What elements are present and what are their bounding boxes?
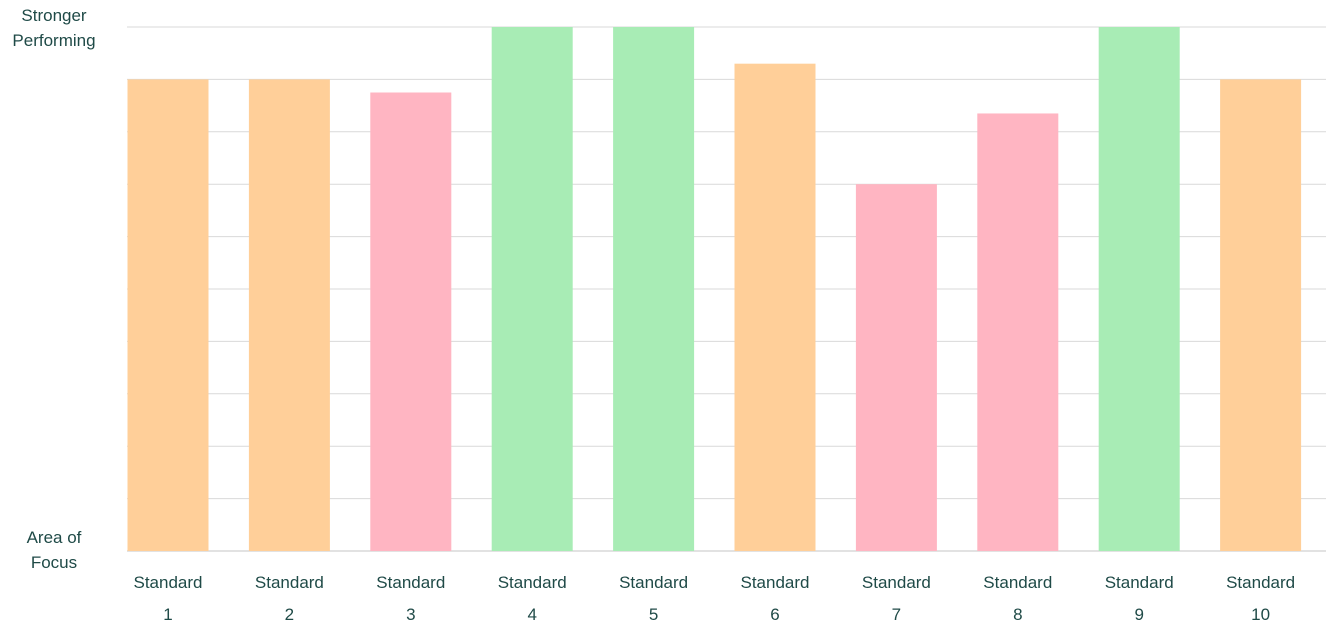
- bar-standard-3: [370, 92, 452, 551]
- y-axis-top-label-line-2: Performing: [12, 31, 96, 50]
- x-tick-label-9-line-2: 9: [1134, 605, 1143, 624]
- x-tick-label-1-line-1: Standard: [134, 573, 203, 592]
- x-tick-label-10-line-1: Standard: [1226, 573, 1295, 592]
- x-tick-label-8-line-2: 8: [1013, 605, 1022, 624]
- bar-standard-10: [1220, 79, 1302, 552]
- y-axis-bottom-label: Area of Focus: [0, 525, 108, 575]
- x-tick-label-6-line-1: Standard: [741, 573, 810, 592]
- bar-standard-9: [1098, 27, 1180, 551]
- x-tick-label-2-line-2: 2: [285, 605, 294, 624]
- bar-standard-7: [855, 184, 937, 551]
- x-tick-label-7-line-2: 7: [892, 605, 901, 624]
- x-tick-label-1-line-2: 1: [163, 605, 172, 624]
- bar-standard-2: [248, 79, 330, 552]
- bar-standard-8: [977, 113, 1059, 552]
- y-axis-top-label-line-1: Stronger: [21, 6, 87, 25]
- x-tick-label-10-line-2: 10: [1251, 605, 1270, 624]
- bar-standard-5: [613, 27, 695, 551]
- x-tick-label-8-line-1: Standard: [983, 573, 1052, 592]
- x-tick-label-3-line-2: 3: [406, 605, 415, 624]
- bar-standard-6: [734, 63, 816, 552]
- x-tick-label-3-line-1: Standard: [376, 573, 445, 592]
- x-tick-label-5-line-2: 5: [649, 605, 658, 624]
- bar-standard-4: [491, 27, 573, 551]
- y-axis-top-label: Stronger Performing: [0, 3, 108, 53]
- x-tick-label-4-line-2: 4: [527, 605, 536, 624]
- x-tick-label-7-line-1: Standard: [862, 573, 931, 592]
- x-tick-label-2-line-1: Standard: [255, 573, 324, 592]
- y-axis-bottom-label-line-1: Area of: [26, 528, 82, 547]
- x-tick-label-6-line-2: 6: [770, 605, 779, 624]
- x-tick-label-9-line-1: Standard: [1105, 573, 1174, 592]
- x-tick-label-5-line-1: Standard: [619, 573, 688, 592]
- bar-standard-1: [127, 79, 209, 552]
- x-tick-label-4-line-1: Standard: [498, 573, 567, 592]
- y-axis-bottom-label-line-2: Focus: [30, 553, 78, 572]
